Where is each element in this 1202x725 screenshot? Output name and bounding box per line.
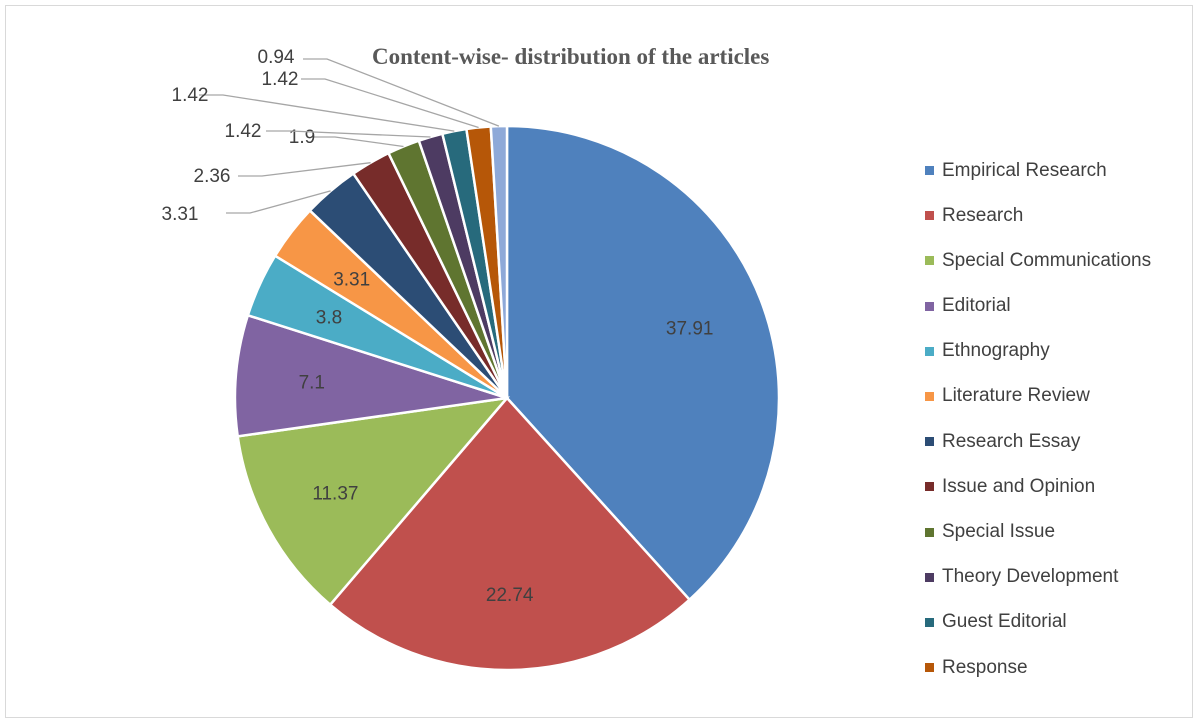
- legend-item: Special Communications: [925, 247, 1151, 274]
- legend-item: Response: [925, 654, 1151, 681]
- leader-line: [311, 136, 404, 148]
- legend-label: Editorial: [942, 295, 1011, 317]
- legend-item: Theory Development: [925, 564, 1151, 591]
- data-label: 3.31: [162, 204, 199, 225]
- legend-swatch: [925, 301, 934, 311]
- chart-title: Content-wise- distribution of the articl…: [372, 44, 770, 69]
- legend-item: Issue and Opinion: [925, 473, 1151, 500]
- legend-label: Guest Editorial: [942, 611, 1067, 633]
- legend-label: Research: [942, 204, 1024, 226]
- legend-swatch: [925, 572, 934, 582]
- legend-item: Guest Editorial: [925, 609, 1151, 636]
- legend-swatch: [925, 211, 934, 221]
- data-label: 1.42: [225, 121, 262, 142]
- leader-line: [199, 94, 455, 132]
- data-label: 2.36: [194, 166, 231, 187]
- legend-swatch: [925, 437, 934, 447]
- legend-item: Ethnography: [925, 338, 1151, 365]
- data-label: 3.8: [316, 307, 342, 328]
- legend-item: Special Issue: [925, 519, 1151, 546]
- legend-label: Issue and Opinion: [942, 475, 1096, 497]
- legend-label: Literature Review: [942, 385, 1090, 407]
- legend-label: Special Issue: [942, 521, 1056, 542]
- leader-line: [303, 58, 500, 127]
- leader-line: [266, 130, 431, 138]
- data-label: 0.94: [258, 47, 295, 68]
- legend-swatch: [925, 663, 934, 673]
- legend-swatch: [925, 166, 934, 175]
- legend-item: Research: [925, 202, 1151, 229]
- data-label: 3.31: [333, 270, 370, 291]
- legend-item: Research Essay: [925, 428, 1151, 455]
- leader-line: [238, 162, 371, 177]
- pie-slice: [233, 313, 508, 438]
- legend-swatch: [925, 617, 934, 627]
- legend-label: Special Communications: [942, 249, 1152, 271]
- pie-slice: [505, 124, 781, 602]
- legend-item: Empirical Research: [925, 157, 1151, 184]
- data-label: 1.9: [289, 127, 315, 148]
- data-label: 1.42: [172, 85, 209, 106]
- legend: Empirical Research Research Special Commun…: [925, 157, 1151, 699]
- legend-swatch: [925, 346, 934, 356]
- legend-swatch: [925, 256, 934, 266]
- legend-swatch: [925, 391, 934, 401]
- legend-item: Literature Review: [925, 383, 1151, 410]
- legend-item: Editorial: [925, 293, 1151, 320]
- legend-label: Theory Development: [942, 566, 1119, 588]
- data-label: 22.74: [486, 585, 534, 606]
- data-label: 37.91: [666, 319, 714, 340]
- data-label: 1.42: [262, 69, 299, 90]
- legend-swatch: [925, 527, 934, 537]
- pie-slice: [236, 396, 511, 607]
- leader-line: [226, 190, 331, 214]
- leader-line: [301, 78, 479, 129]
- legend-label: Research Essay: [942, 430, 1081, 452]
- legend-swatch: [925, 482, 934, 492]
- data-label: 11.37: [312, 483, 358, 504]
- legend-label: Response: [942, 656, 1028, 678]
- legend-label: Empirical Research: [942, 159, 1107, 181]
- data-label: 7.1: [299, 373, 325, 394]
- legend-label: Ethnography: [942, 340, 1050, 362]
- pie-slice: [328, 396, 692, 672]
